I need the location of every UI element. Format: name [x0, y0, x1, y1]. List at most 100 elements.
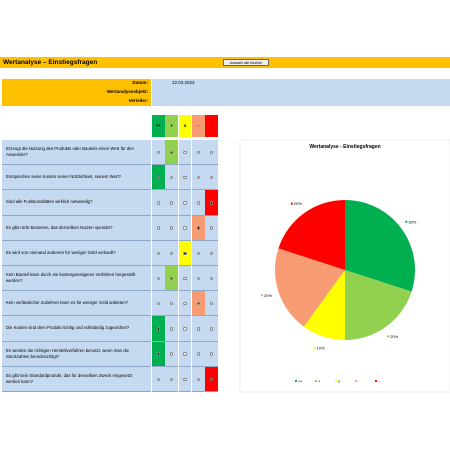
answer-option[interactable]: [165, 165, 179, 191]
answer-option[interactable]: [152, 140, 165, 166]
radio[interactable]: [209, 201, 214, 205]
answer-option[interactable]: [191, 165, 205, 191]
radio[interactable]: [196, 201, 200, 205]
radio[interactable]: [183, 352, 187, 356]
answer-option[interactable]: [205, 240, 218, 266]
radio[interactable]: [209, 176, 214, 180]
radio[interactable]: [196, 302, 200, 306]
answer-option[interactable]: [205, 140, 218, 166]
radio[interactable]: [209, 302, 214, 306]
answer-option[interactable]: [191, 366, 205, 392]
radio[interactable]: [209, 251, 214, 256]
selected-answer[interactable]: [165, 140, 179, 166]
answer-option[interactable]: [178, 266, 192, 292]
radio[interactable]: [169, 302, 174, 306]
radio[interactable]: [183, 226, 187, 230]
answer-option[interactable]: [152, 215, 165, 241]
answer-option[interactable]: [205, 266, 218, 292]
answer-option[interactable]: [165, 366, 179, 392]
selected-answer[interactable]: [152, 341, 165, 367]
answer-option[interactable]: [205, 316, 218, 342]
answer-option[interactable]: [152, 291, 165, 317]
answer-option[interactable]: [205, 215, 218, 241]
radio[interactable]: [196, 377, 200, 382]
radio[interactable]: [169, 150, 174, 155]
radio[interactable]: [156, 377, 161, 382]
radio[interactable]: [183, 176, 187, 180]
radio[interactable]: [169, 176, 174, 180]
selected-answer[interactable]: [152, 316, 165, 342]
radio[interactable]: [169, 377, 174, 382]
radio[interactable]: [169, 352, 174, 356]
radio[interactable]: [156, 150, 161, 155]
radio[interactable]: [183, 201, 187, 205]
radio[interactable]: [183, 377, 187, 382]
radio[interactable]: [169, 327, 174, 331]
answer-option[interactable]: [178, 291, 192, 317]
radio[interactable]: [196, 150, 200, 155]
radio[interactable]: [183, 251, 187, 256]
answer-option[interactable]: [191, 316, 205, 342]
radio[interactable]: [209, 276, 214, 281]
answer-option[interactable]: [152, 266, 165, 292]
radio[interactable]: [156, 201, 161, 205]
answer-option[interactable]: [165, 341, 179, 367]
radio[interactable]: [183, 150, 187, 155]
answer-option[interactable]: [152, 240, 165, 266]
radio[interactable]: [156, 276, 161, 281]
radio[interactable]: [156, 302, 161, 306]
radio[interactable]: [156, 226, 161, 230]
answer-option[interactable]: [152, 190, 165, 216]
answer-option[interactable]: [178, 140, 192, 166]
selected-answer[interactable]: [178, 240, 192, 266]
radio[interactable]: [156, 352, 161, 356]
answer-option[interactable]: [165, 215, 179, 241]
radio[interactable]: [209, 226, 214, 230]
selected-answer[interactable]: [205, 366, 218, 392]
answer-option[interactable]: [191, 140, 205, 166]
answer-option[interactable]: [165, 240, 179, 266]
selected-answer[interactable]: [191, 215, 205, 241]
radio[interactable]: [209, 150, 214, 155]
radio[interactable]: [169, 201, 174, 205]
answer-option[interactable]: [205, 341, 218, 367]
answer-option[interactable]: [205, 291, 218, 317]
radio[interactable]: [196, 251, 200, 256]
selected-answer[interactable]: [191, 291, 205, 317]
radio[interactable]: [156, 251, 161, 256]
radio[interactable]: [196, 226, 200, 230]
answer-option[interactable]: [165, 190, 179, 216]
radio[interactable]: [196, 276, 200, 281]
radio[interactable]: [183, 302, 187, 306]
selected-answer[interactable]: [165, 266, 179, 292]
answer-option[interactable]: [191, 240, 205, 266]
answer-option[interactable]: [178, 366, 192, 392]
radio[interactable]: [156, 176, 161, 180]
radio[interactable]: [196, 327, 200, 331]
radio[interactable]: [196, 176, 200, 180]
answer-option[interactable]: [178, 165, 192, 191]
answer-option[interactable]: [191, 190, 205, 216]
answer-option[interactable]: [205, 165, 218, 191]
answer-option[interactable]: [191, 341, 205, 367]
radio[interactable]: [169, 276, 174, 281]
radio[interactable]: [156, 327, 161, 331]
clear-button[interactable]: Auswahl alle löschen: [223, 59, 269, 66]
selected-answer[interactable]: [205, 190, 218, 216]
answer-option[interactable]: [165, 316, 179, 342]
radio[interactable]: [209, 377, 214, 382]
radio[interactable]: [209, 352, 214, 356]
radio[interactable]: [183, 327, 187, 331]
answer-option[interactable]: [178, 341, 192, 367]
radio[interactable]: [183, 276, 187, 281]
answer-option[interactable]: [165, 291, 179, 317]
radio[interactable]: [196, 352, 200, 356]
radio[interactable]: [169, 251, 174, 256]
answer-option[interactable]: [178, 215, 192, 241]
selected-answer[interactable]: [152, 165, 165, 191]
answer-option[interactable]: [178, 316, 192, 342]
radio[interactable]: [169, 226, 174, 230]
radio[interactable]: [209, 327, 214, 331]
answer-option[interactable]: [191, 266, 205, 292]
answer-option[interactable]: [152, 366, 165, 392]
